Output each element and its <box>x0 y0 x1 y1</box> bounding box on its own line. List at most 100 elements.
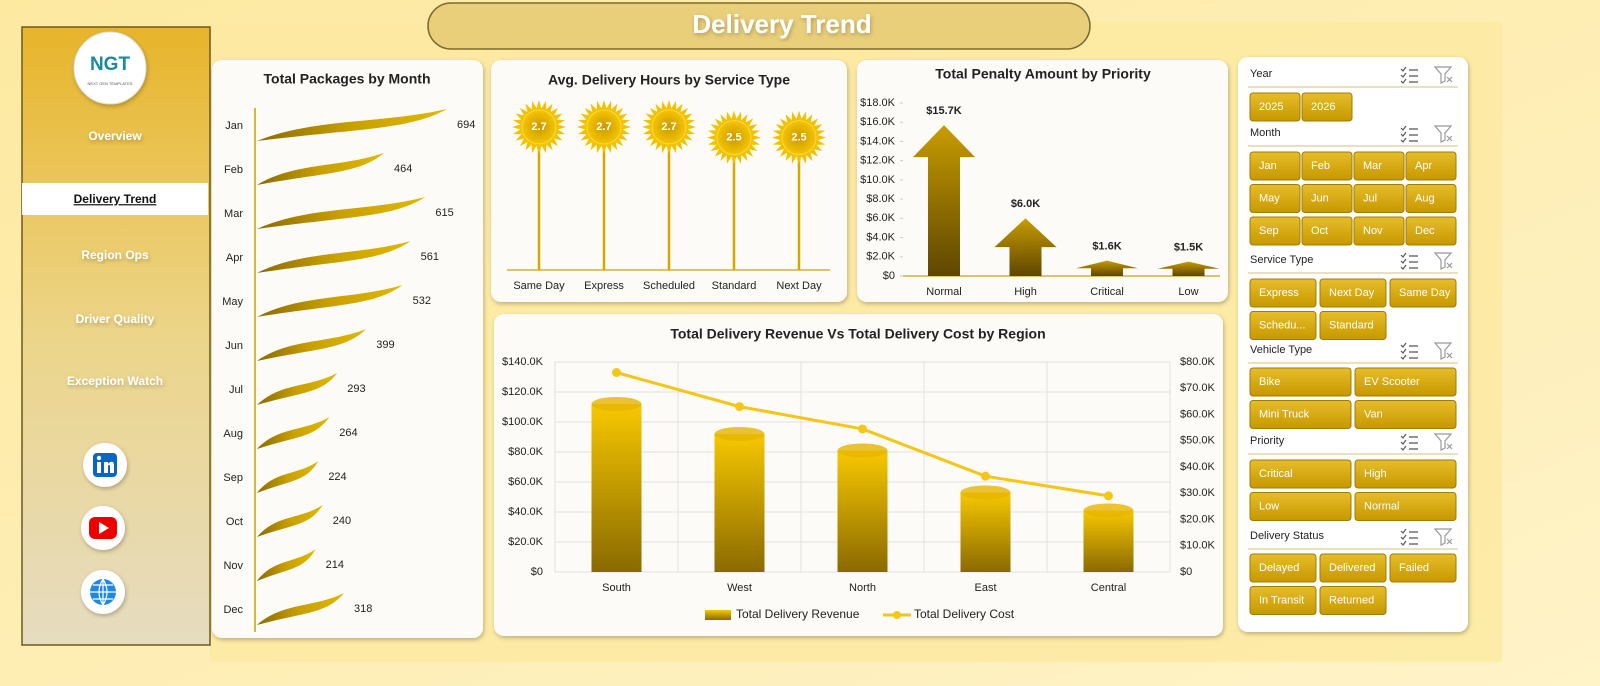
slicer-button-label[interactable]: In Transit <box>1259 594 1304 606</box>
slicer-button[interactable] <box>1249 400 1352 429</box>
category-label: Critical <box>1090 286 1124 298</box>
slicer-button[interactable] <box>1249 151 1301 181</box>
slicer-button-label[interactable]: Same Day <box>1399 287 1451 299</box>
slicer-button[interactable] <box>1354 400 1457 429</box>
multi-select-icon[interactable] <box>1400 252 1418 270</box>
multi-select-icon[interactable] <box>1400 125 1418 143</box>
slicer-button-label[interactable]: Aug <box>1415 192 1435 204</box>
category-label: Dec <box>223 604 243 616</box>
slicer-button-label[interactable]: Failed <box>1399 562 1429 574</box>
slicer-button[interactable] <box>1389 553 1457 583</box>
slicer-button[interactable] <box>1389 278 1457 308</box>
slicer-button-label[interactable]: Returned <box>1329 594 1374 606</box>
bar <box>257 461 319 493</box>
slicer-button-label[interactable]: 2025 <box>1259 101 1283 113</box>
slicer-button-label[interactable]: Mini Truck <box>1259 408 1310 420</box>
slicer-button-label[interactable]: Jul <box>1363 192 1377 204</box>
chart-title: Total Delivery Revenue Vs Total Delivery… <box>670 326 1045 342</box>
slicer-button-label[interactable]: Low <box>1259 500 1279 512</box>
nav-item[interactable]: Region Ops <box>81 248 149 262</box>
slicer-button[interactable] <box>1354 367 1457 397</box>
multi-select-icon[interactable] <box>1400 528 1418 546</box>
slicer-button-label[interactable]: Normal <box>1364 500 1399 512</box>
slicer-button[interactable] <box>1319 278 1387 308</box>
nav-item[interactable]: Delivery Trend <box>74 192 157 206</box>
slicer-button[interactable] <box>1301 184 1353 213</box>
slicer-button-label[interactable]: Dec <box>1415 225 1435 237</box>
slicer-button-label[interactable]: Feb <box>1311 160 1330 172</box>
y-tick-label: $60.0K <box>508 476 544 488</box>
slicer-button-label[interactable]: Delivered <box>1329 562 1375 574</box>
slicer-button-label[interactable]: Delayed <box>1259 562 1299 574</box>
slicer-button-label[interactable]: Express <box>1259 287 1299 299</box>
slicer-button-label[interactable]: Standard <box>1329 319 1374 331</box>
slicer-button[interactable] <box>1353 216 1405 246</box>
clear-filter-icon[interactable] <box>1433 252 1453 270</box>
icon-part <box>96 455 102 461</box>
slicer-button-label[interactable]: EV Scooter <box>1364 376 1420 388</box>
value-label: 694 <box>457 119 475 131</box>
slicer-button[interactable] <box>1249 278 1317 308</box>
slicer-button[interactable] <box>1319 311 1387 340</box>
slicer-button[interactable] <box>1249 586 1317 615</box>
slicer-button[interactable] <box>1249 492 1352 521</box>
y-tick-label: $18.0K <box>860 97 896 109</box>
value-label: 615 <box>435 207 453 219</box>
slicer-button[interactable] <box>1405 184 1457 213</box>
social-linkedin[interactable] <box>83 443 127 487</box>
slicer-button-label[interactable]: Sep <box>1259 225 1279 237</box>
slicer-button-label[interactable]: Next Day <box>1329 287 1375 299</box>
logo-tagline: NEXT GEN TEMPLATES <box>88 81 133 86</box>
clear-filter-icon[interactable] <box>1433 433 1453 451</box>
slicer-button[interactable] <box>1353 151 1405 181</box>
multi-select-icon[interactable] <box>1400 342 1418 360</box>
slicer-button-label[interactable]: Apr <box>1415 160 1432 172</box>
slicer-button[interactable] <box>1405 216 1457 246</box>
slicer-button[interactable] <box>1249 459 1352 489</box>
slicer-button[interactable] <box>1354 492 1457 521</box>
slicer-button-label[interactable]: Oct <box>1311 225 1328 237</box>
slicer-button-label[interactable]: Jan <box>1259 160 1277 172</box>
nav-item[interactable]: Exception Watch <box>67 374 163 388</box>
multi-select-icon[interactable] <box>1400 433 1418 451</box>
slicer-button-label[interactable]: Critical <box>1259 468 1293 480</box>
social-web[interactable] <box>81 570 125 614</box>
slicer-button[interactable] <box>1249 311 1317 340</box>
slicer-button[interactable] <box>1354 459 1457 489</box>
slicer-button[interactable] <box>1319 586 1387 615</box>
nav-item[interactable]: Driver Quality <box>76 312 155 326</box>
slicer-button[interactable] <box>1301 216 1353 246</box>
social-youtube[interactable] <box>81 506 125 550</box>
slicer-button[interactable] <box>1249 367 1352 397</box>
bar <box>257 285 403 317</box>
multi-select-icon[interactable] <box>1400 66 1418 84</box>
nav-item[interactable]: Overview <box>88 129 142 143</box>
slicer-button[interactable] <box>1249 184 1301 213</box>
slicer-button[interactable] <box>1353 184 1405 213</box>
icon-part <box>90 578 116 607</box>
category-label: Aug <box>223 428 243 440</box>
clear-filter-icon[interactable] <box>1433 125 1453 143</box>
category-label: Nov <box>223 560 243 572</box>
slicer-button[interactable] <box>1319 553 1387 583</box>
slicer-button-label[interactable]: Jun <box>1311 192 1329 204</box>
y2-tick-label: $10.0K <box>1180 540 1216 552</box>
slicer-button[interactable] <box>1249 92 1301 122</box>
clear-filter-icon[interactable] <box>1433 528 1453 546</box>
slicer-button[interactable] <box>1249 216 1301 246</box>
slicer-button-label[interactable]: Nov <box>1363 225 1383 237</box>
slicer-button-label[interactable]: Bike <box>1259 376 1280 388</box>
clear-filter-icon[interactable] <box>1433 66 1453 84</box>
slicer-button-label[interactable]: Van <box>1364 408 1383 420</box>
clear-filter-icon[interactable] <box>1433 342 1453 360</box>
slicer-button[interactable] <box>1301 151 1353 181</box>
y-tick-label: $2.0K <box>866 251 895 263</box>
slicer-button[interactable] <box>1301 92 1353 122</box>
slicer-button-label[interactable]: High <box>1364 468 1387 480</box>
slicer-button-label[interactable]: Mar <box>1363 160 1382 172</box>
slicer-button-label[interactable]: May <box>1259 192 1280 204</box>
slicer-button[interactable] <box>1405 151 1457 181</box>
slicer-button-label[interactable]: 2026 <box>1311 101 1335 113</box>
slicer-button[interactable] <box>1249 553 1317 583</box>
slicer-button-label[interactable]: Schedu... <box>1259 319 1305 331</box>
